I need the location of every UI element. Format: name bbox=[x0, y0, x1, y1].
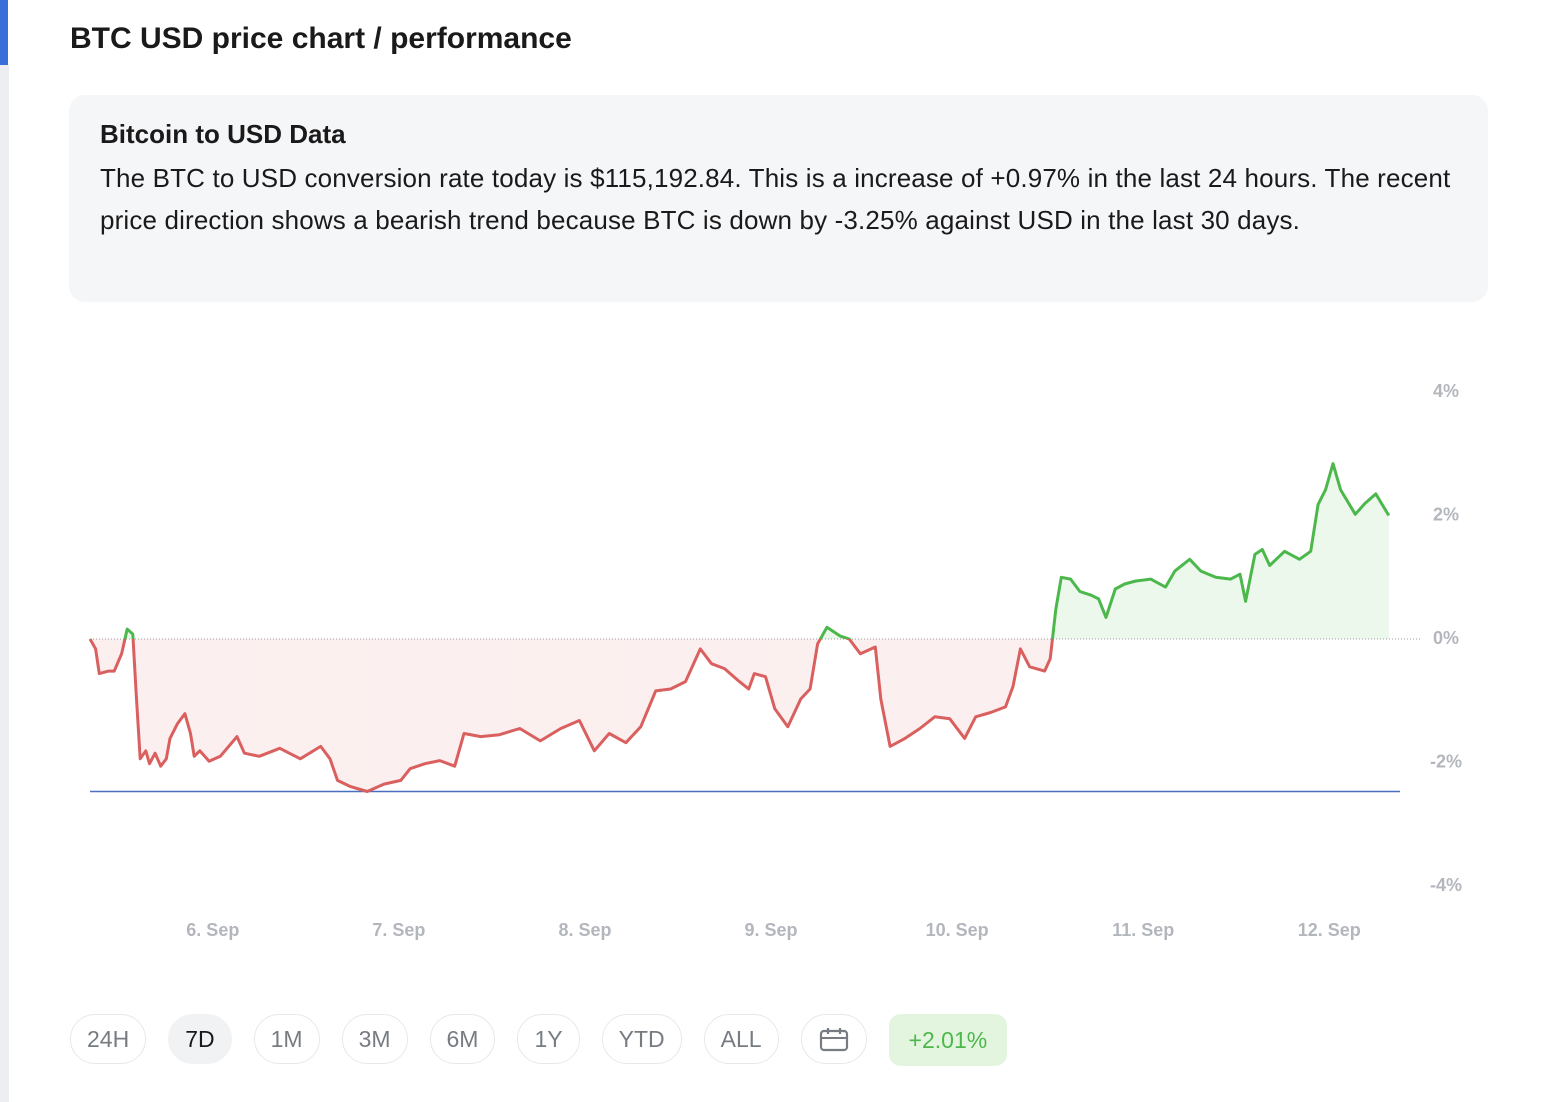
range-button[interactable]: 6M bbox=[429, 1014, 496, 1064]
chart: 4% 2% 0% -2% -4% 6. Sep 7. Sep 8. Sep 9. Sep 10. … bbox=[88, 381, 1462, 940]
range-button[interactable]: 1M bbox=[253, 1014, 320, 1064]
info-box: Bitcoin to USD Data The BTC to USD conve… bbox=[69, 95, 1488, 302]
x-tick-label: 7. Sep bbox=[372, 920, 425, 940]
calendar-button[interactable] bbox=[800, 1014, 867, 1064]
y-tick-label: 0% bbox=[1433, 628, 1459, 648]
y-tick-label: -2% bbox=[1430, 751, 1462, 771]
x-tick-label: 10. Sep bbox=[926, 920, 989, 940]
page-title: BTC USD price chart / performance bbox=[70, 22, 572, 55]
x-tick-label: 9. Sep bbox=[745, 920, 798, 940]
y-tick-label: 4% bbox=[1433, 381, 1459, 401]
side-rail bbox=[0, 65, 9, 1102]
range-button[interactable]: 24H bbox=[70, 1014, 147, 1064]
x-tick-label: 8. Sep bbox=[558, 920, 611, 940]
range-button[interactable]: YTD bbox=[601, 1014, 682, 1064]
x-tick-label: 12. Sep bbox=[1298, 920, 1361, 940]
calendar-icon bbox=[819, 1028, 848, 1052]
range-button[interactable]: 1Y bbox=[517, 1014, 580, 1064]
range-button[interactable]: ALL bbox=[703, 1014, 779, 1064]
price-line bbox=[88, 462, 1391, 793]
area bbox=[90, 463, 1389, 792]
info-heading: Bitcoin to USD Data bbox=[100, 119, 346, 149]
range-button[interactable]: 3M bbox=[341, 1014, 408, 1064]
performance-badge: +2.01% bbox=[888, 1014, 1008, 1066]
range-controls: 24H 7D 1M 3M 6M 1Y YTD ALL +2.01% bbox=[70, 1014, 1008, 1066]
x-tick-label: 6. Sep bbox=[186, 920, 239, 940]
accent-bar bbox=[0, 0, 8, 65]
x-tick-label: 11. Sep bbox=[1112, 920, 1174, 940]
info-text: The BTC to USD conversion rate today is … bbox=[100, 163, 1451, 235]
range-button[interactable]: 7D bbox=[168, 1014, 232, 1064]
y-tick-label: -4% bbox=[1430, 875, 1462, 895]
y-tick-label: 2% bbox=[1433, 504, 1459, 524]
